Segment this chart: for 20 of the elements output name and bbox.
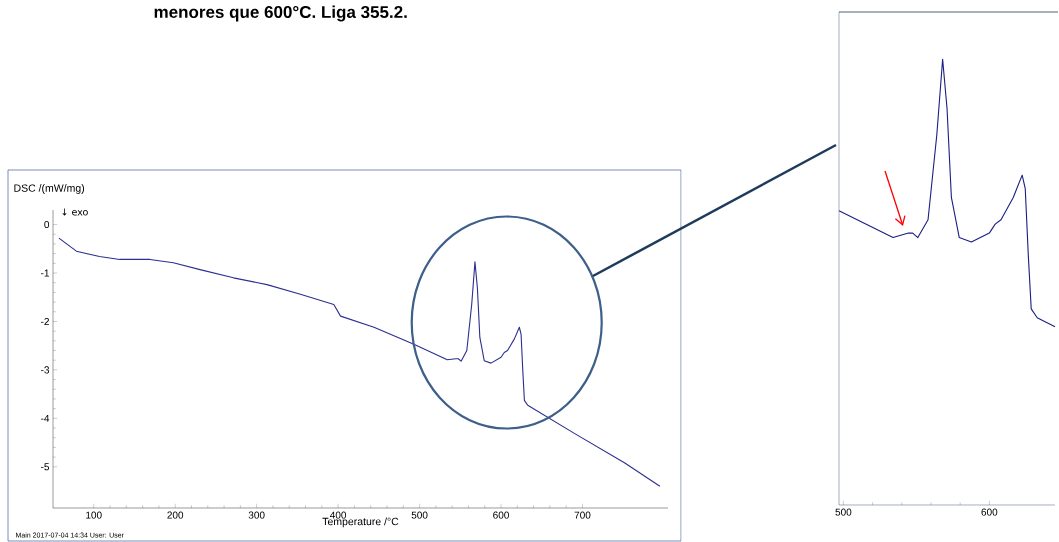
y-axis-title: DSC /(mW/mg) bbox=[14, 184, 85, 194]
chart-title: menores que 600°C. Liga 355.2. bbox=[154, 5, 407, 22]
x-tick-label: 500 bbox=[411, 511, 428, 519]
x-tick-label: 200 bbox=[167, 511, 184, 519]
x-tick-label: 100 bbox=[86, 511, 102, 519]
x-tick-label: 500 bbox=[835, 508, 852, 516]
line-series bbox=[58, 237, 661, 487]
y-tick-label: -5 bbox=[41, 463, 50, 471]
y-tick-label: -1 bbox=[41, 269, 49, 277]
x-tick-label: 600 bbox=[981, 508, 998, 516]
x-axis-title: Temperature /°C bbox=[322, 517, 399, 528]
y-tick-label: -3 bbox=[41, 366, 50, 374]
x-tick-label: 300 bbox=[248, 511, 265, 519]
x-tick-label: 600 bbox=[493, 511, 509, 519]
y-tick-label: 0 bbox=[44, 221, 50, 229]
y-tick-label: -2 bbox=[41, 317, 49, 325]
x-tick-label: 400 bbox=[330, 511, 347, 519]
y-tick-label: -4 bbox=[41, 414, 50, 422]
x-tick-label: 700 bbox=[574, 511, 591, 519]
annotation: ↓ exo bbox=[62, 208, 88, 216]
